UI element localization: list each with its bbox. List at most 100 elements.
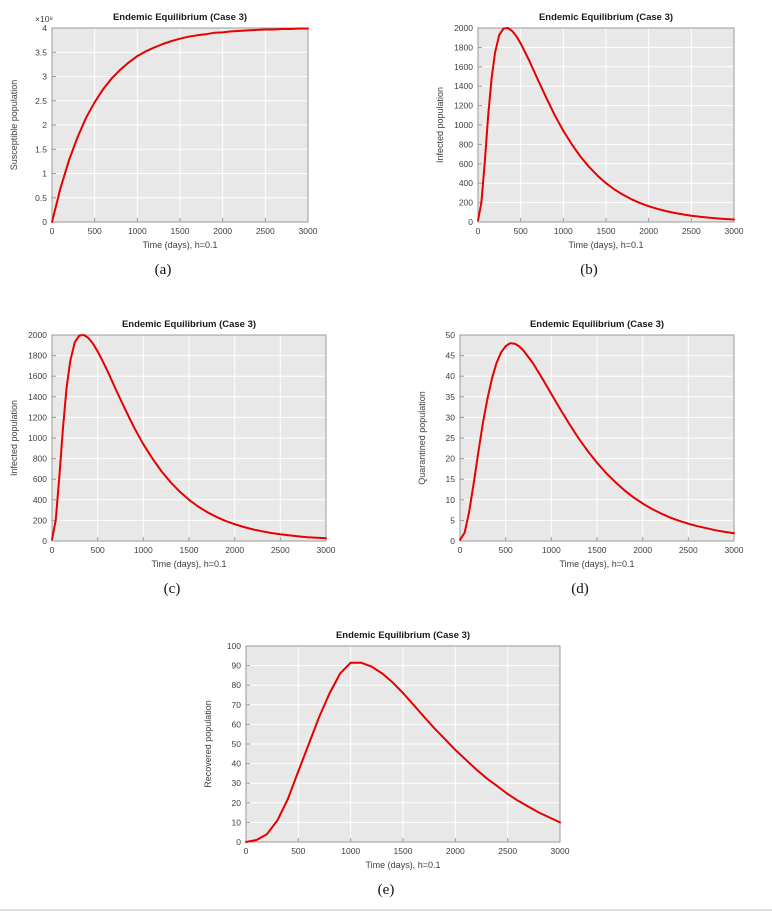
svg-text:1000: 1000 xyxy=(128,226,147,236)
svg-text:60: 60 xyxy=(232,719,242,729)
svg-text:1000: 1000 xyxy=(28,433,47,443)
svg-text:1500: 1500 xyxy=(180,545,199,555)
svg-text:30: 30 xyxy=(446,412,456,422)
svg-text:600: 600 xyxy=(33,474,47,484)
svg-text:Endemic Equilibrium (Case 3): Endemic Equilibrium (Case 3) xyxy=(539,12,673,23)
svg-text:3000: 3000 xyxy=(725,545,744,555)
svg-text:800: 800 xyxy=(459,139,473,149)
svg-text:5: 5 xyxy=(450,515,455,525)
svg-text:0: 0 xyxy=(476,226,481,236)
svg-text:1600: 1600 xyxy=(454,62,473,72)
svg-text:500: 500 xyxy=(499,545,513,555)
svg-text:Time (days), h=0.1: Time (days), h=0.1 xyxy=(152,559,227,569)
svg-text:200: 200 xyxy=(33,515,47,525)
caption-e: (e) xyxy=(377,882,395,898)
svg-text:2000: 2000 xyxy=(639,226,658,236)
svg-text:1500: 1500 xyxy=(597,226,616,236)
caption-a: (a) xyxy=(154,262,172,278)
svg-text:Time (days), h=0.1: Time (days), h=0.1 xyxy=(560,559,635,569)
svg-text:400: 400 xyxy=(459,178,473,188)
svg-text:0.5: 0.5 xyxy=(35,193,47,203)
svg-text:Time (days), h=0.1: Time (days), h=0.1 xyxy=(143,240,218,250)
chart-infected-1: 0 500 1000 1500 2000 2500 3000 0 200 400 600 800 100… xyxy=(432,6,746,256)
svg-text:25: 25 xyxy=(446,433,456,443)
svg-text:3: 3 xyxy=(42,72,47,82)
svg-text:1000: 1000 xyxy=(134,545,153,555)
svg-text:2.5: 2.5 xyxy=(35,96,47,106)
svg-text:50: 50 xyxy=(446,330,456,340)
svg-text:2500: 2500 xyxy=(256,226,275,236)
svg-text:10: 10 xyxy=(446,495,456,505)
svg-text:1400: 1400 xyxy=(28,392,47,402)
svg-text:×10⁸: ×10⁸ xyxy=(35,14,53,24)
svg-text:2000: 2000 xyxy=(446,846,465,856)
svg-text:100: 100 xyxy=(227,641,241,651)
svg-text:70: 70 xyxy=(232,700,242,710)
svg-text:1600: 1600 xyxy=(28,371,47,381)
svg-text:3000: 3000 xyxy=(725,226,744,236)
svg-text:40: 40 xyxy=(232,759,242,769)
svg-text:Endemic Equilibrium (Case 3): Endemic Equilibrium (Case 3) xyxy=(530,319,664,330)
figure-row-2: 0 500 1000 1500 2000 2500 3000 0 200 400 600 800 100… xyxy=(0,313,772,598)
svg-text:30: 30 xyxy=(232,778,242,788)
chart-recovered: 0 500 1000 1500 2000 2500 3000 0 10 20 30 40 50 60 70 8… xyxy=(200,624,572,876)
svg-text:1: 1 xyxy=(42,169,47,179)
svg-text:Endemic Equilibrium (Case 3): Endemic Equilibrium (Case 3) xyxy=(122,319,256,330)
svg-text:1200: 1200 xyxy=(28,412,47,422)
svg-text:Recovered population: Recovered population xyxy=(203,700,213,788)
svg-text:45: 45 xyxy=(446,351,456,361)
svg-text:10: 10 xyxy=(232,817,242,827)
svg-text:4: 4 xyxy=(42,23,47,33)
svg-text:2: 2 xyxy=(42,120,47,130)
svg-text:400: 400 xyxy=(33,495,47,505)
svg-text:40: 40 xyxy=(446,371,456,381)
svg-text:1800: 1800 xyxy=(28,351,47,361)
page-bottom-divider xyxy=(0,909,772,911)
svg-text:500: 500 xyxy=(88,226,102,236)
svg-text:2500: 2500 xyxy=(679,545,698,555)
svg-text:Infected population: Infected population xyxy=(9,400,19,476)
figure-row-3: 0 500 1000 1500 2000 2500 3000 0 10 20 30 40 50 60 70 8… xyxy=(0,624,772,899)
svg-text:1800: 1800 xyxy=(454,42,473,52)
svg-text:3000: 3000 xyxy=(551,846,570,856)
svg-text:Susceptible population: Susceptible population xyxy=(9,80,19,171)
svg-text:3000: 3000 xyxy=(299,226,318,236)
svg-text:Endemic Equilibrium (Case 3): Endemic Equilibrium (Case 3) xyxy=(336,630,470,641)
chart-quarantined: 0 500 1000 1500 2000 2500 3000 0 5 10 15 20 25 30 35 40… xyxy=(414,313,746,575)
svg-text:35: 35 xyxy=(446,392,456,402)
svg-text:200: 200 xyxy=(459,198,473,208)
caption-b: (b) xyxy=(580,262,598,278)
caption-c: (c) xyxy=(163,581,181,597)
svg-text:0: 0 xyxy=(244,846,249,856)
svg-text:1000: 1000 xyxy=(454,120,473,130)
svg-text:2000: 2000 xyxy=(633,545,652,555)
svg-text:1500: 1500 xyxy=(171,226,190,236)
svg-text:2500: 2500 xyxy=(682,226,701,236)
svg-text:0: 0 xyxy=(236,837,241,847)
svg-text:2000: 2000 xyxy=(454,23,473,33)
svg-text:1000: 1000 xyxy=(554,226,573,236)
svg-text:1500: 1500 xyxy=(394,846,413,856)
chart-infected-2: 0 500 1000 1500 2000 2500 3000 0 200 400 600 800 100… xyxy=(6,313,338,575)
svg-text:1.5: 1.5 xyxy=(35,144,47,154)
svg-text:1400: 1400 xyxy=(454,81,473,91)
figure-d: 0 500 1000 1500 2000 2500 3000 0 5 10 15 20 25 30 35 40… xyxy=(414,313,746,598)
svg-text:15: 15 xyxy=(446,474,456,484)
svg-text:0: 0 xyxy=(42,536,47,546)
caption-d: (d) xyxy=(571,581,589,597)
svg-text:Infected population: Infected population xyxy=(435,87,445,163)
figure-c: 0 500 1000 1500 2000 2500 3000 0 200 400 600 800 100… xyxy=(6,313,338,598)
svg-text:3000: 3000 xyxy=(317,545,336,555)
svg-text:Quarantined population: Quarantined population xyxy=(417,391,427,485)
figure-e: 0 500 1000 1500 2000 2500 3000 0 10 20 30 40 50 60 70 8… xyxy=(200,624,572,899)
svg-text:20: 20 xyxy=(446,454,456,464)
svg-text:0: 0 xyxy=(468,217,473,227)
svg-text:Time (days), h=0.1: Time (days), h=0.1 xyxy=(366,860,441,870)
svg-text:50: 50 xyxy=(232,739,242,749)
svg-text:500: 500 xyxy=(91,545,105,555)
svg-text:1000: 1000 xyxy=(341,846,360,856)
svg-text:800: 800 xyxy=(33,454,47,464)
chart-susceptible: 0 500 1000 1500 2000 2500 3000 0 0.5 1 1.5 2 2.5 3 3.5… xyxy=(6,6,320,256)
svg-text:1000: 1000 xyxy=(542,545,561,555)
